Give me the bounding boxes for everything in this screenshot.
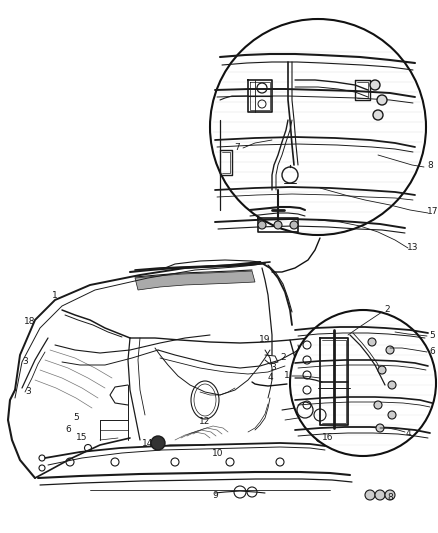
Circle shape [377,95,387,105]
Text: 10: 10 [212,448,224,457]
Text: 5: 5 [429,330,435,340]
Text: 5: 5 [73,414,79,423]
Circle shape [373,110,383,120]
Circle shape [210,19,426,235]
Circle shape [376,424,384,432]
Circle shape [368,338,376,346]
Polygon shape [135,271,255,290]
Text: 3: 3 [25,387,31,397]
Circle shape [290,310,436,456]
Circle shape [378,366,386,374]
Text: 2: 2 [384,305,390,314]
Circle shape [374,401,382,409]
Circle shape [370,80,380,90]
Circle shape [151,436,165,450]
Circle shape [375,490,385,500]
Text: 17: 17 [427,207,438,216]
Text: 12: 12 [199,417,211,426]
Text: 8: 8 [427,160,433,169]
Text: 14: 14 [142,439,154,448]
Text: 1: 1 [284,370,290,379]
Text: 16: 16 [322,432,334,441]
Text: 4: 4 [405,429,411,438]
Circle shape [274,221,282,229]
Text: 18: 18 [24,318,36,327]
Text: 3: 3 [22,358,28,367]
Circle shape [388,381,396,389]
Text: 19: 19 [259,335,271,344]
Circle shape [388,411,396,419]
Text: 8: 8 [387,494,393,503]
Text: 7: 7 [234,143,240,152]
Text: 15: 15 [76,432,88,441]
Text: 9: 9 [212,491,218,500]
Text: 2: 2 [280,353,286,362]
Text: 4: 4 [267,374,273,383]
Text: 13: 13 [407,244,419,253]
Circle shape [258,221,266,229]
Circle shape [386,346,394,354]
Text: 6: 6 [429,348,435,357]
Text: 3: 3 [270,364,276,373]
Circle shape [385,490,395,500]
Circle shape [290,221,298,229]
Text: 6: 6 [65,425,71,434]
Text: 1: 1 [52,290,58,300]
Circle shape [365,490,375,500]
